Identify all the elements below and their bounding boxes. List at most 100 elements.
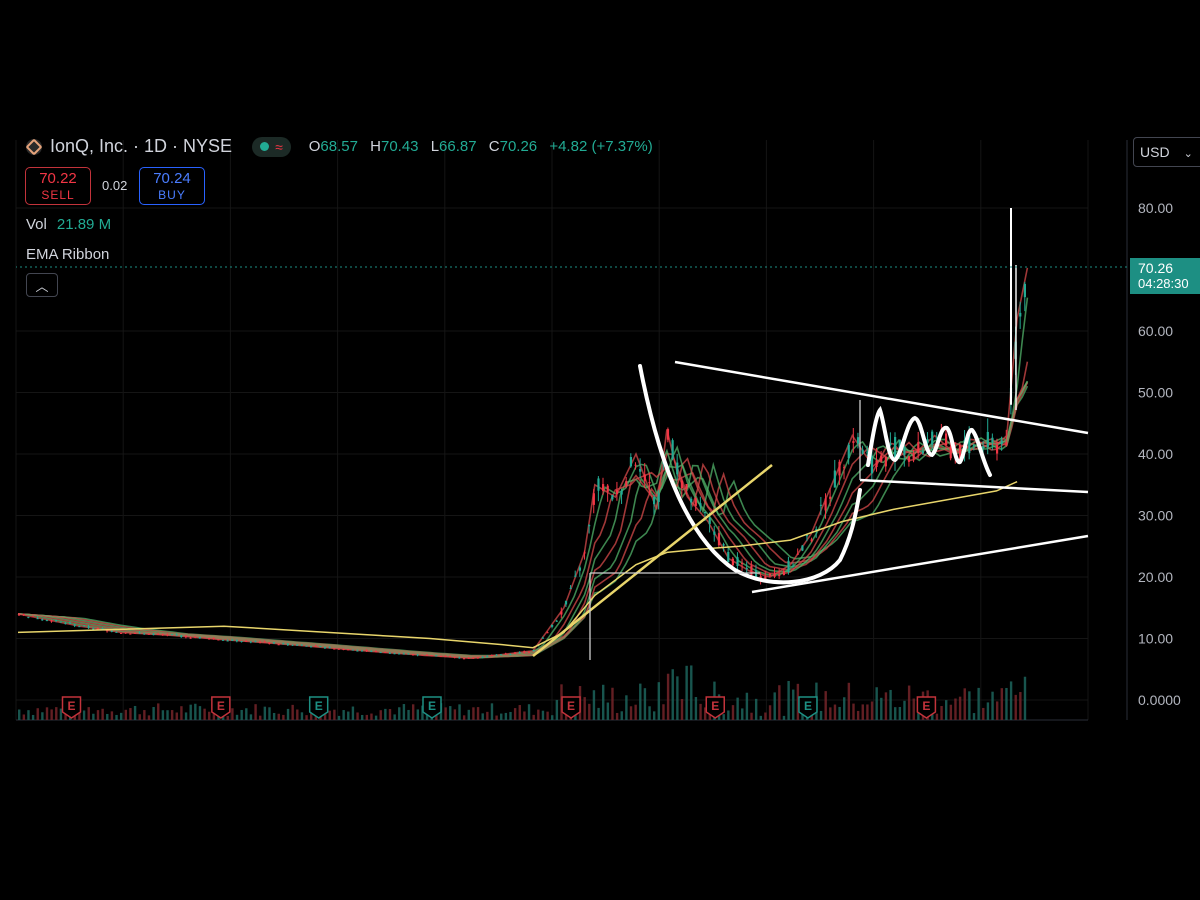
earnings-marker-icon[interactable] — [211, 696, 231, 719]
volume-legend[interactable]: Vol 21.89 M — [26, 216, 111, 233]
volume-bar — [55, 707, 58, 720]
change-value: +4.82 (+7.37%) — [549, 138, 653, 155]
candle-body — [411, 654, 415, 656]
candle-body — [986, 431, 989, 448]
volume-bar — [365, 714, 369, 720]
candle-body — [231, 639, 234, 641]
candle-body — [180, 635, 183, 638]
candle-body — [143, 633, 146, 635]
candle-body — [611, 494, 614, 500]
earnings-marker-icon[interactable] — [561, 696, 581, 719]
volume-bar — [754, 698, 758, 720]
collapse-legend-button[interactable]: ︿ — [26, 273, 58, 297]
volume-bar — [935, 713, 939, 720]
sell-button[interactable]: 70.22 SELL — [25, 167, 91, 205]
volume-bar — [796, 683, 800, 720]
candle-body — [129, 633, 132, 635]
candle-body — [147, 633, 150, 635]
candle-body — [59, 621, 62, 623]
market-status[interactable]: ≈ — [252, 136, 291, 157]
candle-body — [45, 620, 49, 622]
close-value: 70.26 — [499, 138, 538, 155]
candle-body — [541, 637, 544, 639]
earnings-marker-icon[interactable] — [308, 696, 329, 719]
earnings-marker-icon[interactable] — [61, 696, 82, 719]
low-value: 66.87 — [439, 138, 477, 155]
candle-body — [31, 615, 35, 617]
candle-body — [500, 654, 503, 656]
volume-bar — [958, 696, 962, 720]
volume-bar — [374, 715, 378, 720]
volume-bar — [115, 714, 118, 720]
volume-bar — [551, 715, 554, 720]
volume-bar — [328, 710, 331, 720]
candle-body — [351, 649, 354, 651]
candle-body — [245, 640, 248, 642]
candle-body — [551, 624, 554, 627]
candle-body — [935, 437, 938, 439]
support-trendline — [859, 478, 1089, 494]
volume-bar — [87, 707, 90, 720]
volume-bar — [968, 691, 971, 720]
candle-body — [847, 444, 850, 458]
candle-body — [50, 620, 53, 622]
candle-body — [884, 456, 887, 467]
volume-bar — [416, 709, 420, 720]
chevron-down-icon: ⌄ — [1183, 148, 1193, 160]
candle-body — [703, 511, 707, 514]
volume-bar — [986, 702, 990, 720]
earnings-marker-icon[interactable] — [916, 696, 937, 719]
sell-price: 70.22 — [39, 170, 77, 187]
candle-body — [282, 643, 285, 645]
candle-body — [560, 611, 563, 615]
volume-bar — [745, 692, 749, 720]
volume-bar — [537, 709, 540, 720]
volume-bar — [741, 708, 744, 720]
candle-body — [416, 654, 419, 656]
indicator-legend[interactable]: EMA Ribbon — [26, 246, 110, 263]
candle-body — [286, 643, 290, 646]
volume-bar — [444, 707, 447, 720]
volume-bar — [194, 703, 197, 720]
candle-body — [226, 640, 229, 642]
volume-bar — [500, 713, 503, 720]
candle-body — [722, 544, 725, 546]
volume-bar — [866, 704, 869, 720]
earnings-marker-label: E — [567, 699, 575, 713]
earnings-marker-icon[interactable] — [705, 696, 725, 719]
candle-body — [676, 462, 679, 475]
candle-body — [685, 484, 688, 490]
candle-body — [22, 614, 25, 616]
symbol-title[interactable]: IonQ, Inc. · 1D · NYSE — [50, 136, 233, 156]
candle-body — [889, 443, 892, 446]
earnings-marker-icon[interactable] — [422, 696, 442, 719]
volume-bar — [954, 698, 957, 720]
volume-bar — [82, 710, 86, 720]
y-tick-label: 40.00 — [1138, 446, 1173, 462]
volume-bar — [1023, 676, 1027, 720]
volume-bar — [263, 706, 267, 720]
volume-bar — [518, 705, 521, 720]
candle-body — [374, 651, 378, 653]
volume-bar — [398, 707, 401, 720]
candle-body — [773, 574, 776, 577]
volume-bar — [133, 705, 137, 720]
candle-body — [699, 503, 702, 507]
candle-body — [787, 560, 790, 573]
earnings-marker-icon[interactable] — [798, 696, 818, 719]
currency-select[interactable]: USD ⌄ — [1133, 137, 1200, 167]
earnings-marker-label: E — [315, 699, 323, 713]
volume-bar — [727, 710, 730, 720]
candle-body — [217, 639, 220, 641]
volume-bar — [481, 713, 484, 720]
buy-button[interactable]: 70.24 BUY — [139, 167, 205, 205]
volume-bar — [291, 704, 294, 720]
candle-body — [481, 656, 484, 658]
candle-body — [249, 641, 252, 643]
volume-bar — [421, 705, 424, 720]
volume-bar — [449, 706, 452, 720]
volume-bar — [245, 708, 248, 720]
breakout-trendline — [532, 464, 773, 657]
volume-bar — [333, 709, 336, 720]
